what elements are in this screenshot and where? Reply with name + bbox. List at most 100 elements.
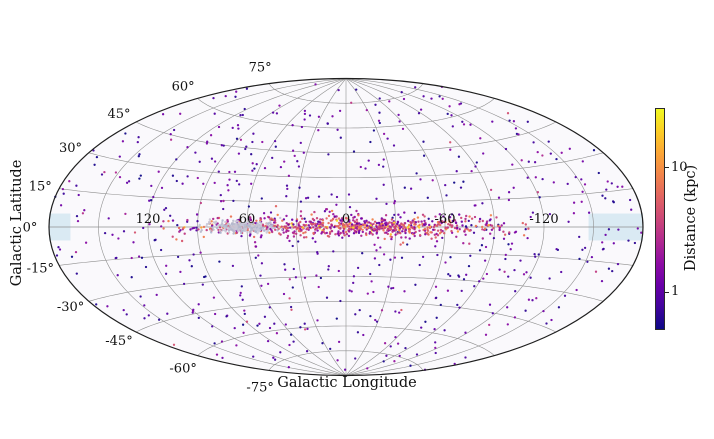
data-point xyxy=(148,223,151,226)
data-point xyxy=(348,205,352,209)
data-point xyxy=(250,182,253,185)
data-point xyxy=(442,215,445,218)
data-point xyxy=(287,366,290,369)
data-point xyxy=(451,224,454,227)
data-point xyxy=(253,241,257,244)
data-point xyxy=(410,226,413,229)
data-point xyxy=(253,167,256,170)
data-point xyxy=(400,256,404,259)
data-point xyxy=(430,97,433,100)
data-point xyxy=(630,208,633,211)
data-point xyxy=(399,243,402,246)
data-point xyxy=(580,178,583,181)
data-point xyxy=(392,229,395,232)
data-point xyxy=(138,177,141,180)
data-point xyxy=(424,223,427,226)
data-point xyxy=(464,331,467,334)
data-point xyxy=(254,256,257,259)
data-point xyxy=(132,241,135,244)
data-point xyxy=(568,147,571,150)
data-point xyxy=(541,154,544,157)
colorbar-tick-mark xyxy=(665,166,669,169)
data-point xyxy=(175,238,178,241)
data-point xyxy=(375,249,378,252)
data-point xyxy=(384,214,388,217)
data-point xyxy=(107,217,110,220)
data-point xyxy=(273,221,276,224)
data-point xyxy=(360,234,363,237)
data-point xyxy=(369,140,372,144)
data-point xyxy=(294,276,298,279)
data-point xyxy=(434,236,437,239)
data-point xyxy=(372,290,375,294)
data-point xyxy=(572,201,576,204)
data-point xyxy=(291,124,294,127)
data-point xyxy=(450,213,454,216)
data-point xyxy=(303,112,307,116)
data-point xyxy=(536,191,540,194)
data-point xyxy=(191,309,195,313)
data-point xyxy=(295,227,298,231)
data-point xyxy=(443,232,446,235)
data-point xyxy=(334,233,337,236)
data-point xyxy=(316,319,319,322)
data-point xyxy=(380,226,384,229)
data-point xyxy=(59,204,63,207)
data-point xyxy=(500,224,503,227)
data-point xyxy=(347,229,350,233)
data-point xyxy=(408,228,411,231)
data-point xyxy=(446,112,449,116)
data-point xyxy=(483,259,487,262)
data-point xyxy=(343,234,346,237)
data-point xyxy=(374,103,377,106)
data-point xyxy=(444,261,447,264)
data-point xyxy=(268,306,271,309)
data-point xyxy=(434,215,437,218)
data-point xyxy=(337,221,341,225)
data-point xyxy=(507,191,511,194)
data-point xyxy=(199,201,203,205)
data-point xyxy=(449,223,452,227)
data-point xyxy=(455,235,458,238)
data-point xyxy=(62,192,65,195)
data-point xyxy=(480,244,484,247)
data-point xyxy=(244,147,247,151)
lon-tick-label: 120 xyxy=(136,212,161,227)
data-point xyxy=(297,240,300,243)
data-point xyxy=(506,323,509,326)
data-point xyxy=(534,255,537,258)
data-point xyxy=(458,103,461,106)
meridian-gridline xyxy=(345,78,594,376)
data-point xyxy=(391,223,394,227)
data-point xyxy=(464,217,467,221)
data-point xyxy=(350,290,353,293)
data-point xyxy=(247,217,250,220)
data-point xyxy=(322,228,326,231)
data-point xyxy=(350,101,353,104)
data-point xyxy=(393,256,397,259)
data-point xyxy=(465,273,468,276)
data-point xyxy=(258,322,261,325)
data-point xyxy=(382,360,385,363)
data-point xyxy=(335,195,339,199)
data-point xyxy=(147,314,150,317)
data-point xyxy=(291,149,295,152)
data-point xyxy=(272,218,275,222)
data-point xyxy=(400,308,403,312)
data-point xyxy=(462,278,466,281)
data-point xyxy=(339,227,342,230)
data-point xyxy=(157,170,160,173)
data-point xyxy=(330,230,334,233)
data-point xyxy=(404,228,407,231)
data-point xyxy=(175,179,178,183)
colorbar xyxy=(655,108,665,330)
data-point xyxy=(125,313,128,316)
data-point xyxy=(522,234,526,237)
data-point xyxy=(475,161,478,164)
data-point xyxy=(342,227,346,231)
data-point xyxy=(534,176,537,179)
data-point xyxy=(507,275,510,278)
data-point xyxy=(325,217,328,220)
data-point xyxy=(196,176,199,180)
data-point xyxy=(423,219,426,223)
